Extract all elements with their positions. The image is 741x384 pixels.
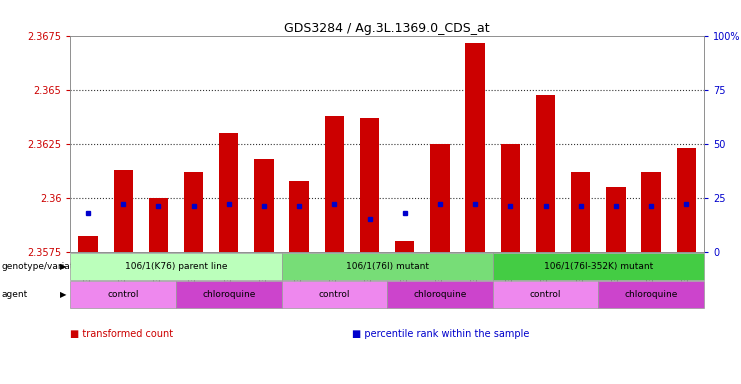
- Bar: [360, 118, 379, 252]
- Bar: [395, 241, 414, 252]
- Bar: [677, 148, 696, 252]
- Text: 106/1(76I) mutant: 106/1(76I) mutant: [345, 262, 429, 271]
- Bar: [501, 144, 520, 252]
- Text: 106/1(76I-352K) mutant: 106/1(76I-352K) mutant: [544, 262, 653, 271]
- Text: ■ transformed count: ■ transformed count: [70, 329, 173, 339]
- Text: control: control: [107, 290, 139, 299]
- Bar: [536, 94, 555, 252]
- Bar: [113, 170, 133, 252]
- Bar: [254, 159, 273, 252]
- Text: chloroquine: chloroquine: [413, 290, 467, 299]
- Text: genotype/variation: genotype/variation: [1, 262, 87, 271]
- Bar: [219, 133, 239, 252]
- Text: ■ percentile rank within the sample: ■ percentile rank within the sample: [352, 329, 529, 339]
- Text: ▶: ▶: [60, 262, 67, 271]
- Bar: [431, 144, 450, 252]
- Text: chloroquine: chloroquine: [202, 290, 256, 299]
- Bar: [642, 172, 661, 252]
- Text: agent: agent: [1, 290, 27, 299]
- Text: chloroquine: chloroquine: [625, 290, 678, 299]
- Bar: [606, 187, 625, 252]
- Text: control: control: [319, 290, 350, 299]
- Bar: [325, 116, 344, 252]
- Bar: [571, 172, 591, 252]
- Bar: [184, 172, 203, 252]
- Title: GDS3284 / Ag.3L.1369.0_CDS_at: GDS3284 / Ag.3L.1369.0_CDS_at: [285, 22, 490, 35]
- Bar: [149, 198, 168, 252]
- Bar: [290, 180, 309, 252]
- Bar: [465, 43, 485, 252]
- Text: ▶: ▶: [60, 290, 67, 299]
- Bar: [79, 237, 98, 252]
- Text: 106/1(K76) parent line: 106/1(K76) parent line: [124, 262, 227, 271]
- Text: control: control: [530, 290, 562, 299]
